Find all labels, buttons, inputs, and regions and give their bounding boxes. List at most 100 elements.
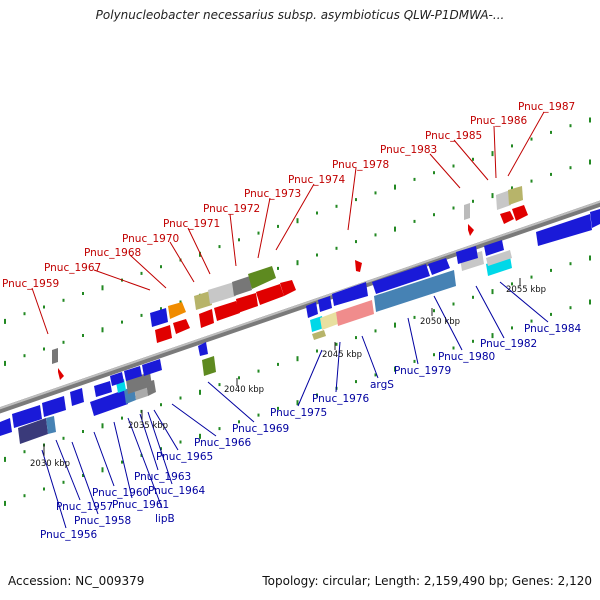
gene-pnuc-1984c[interactable] — [536, 214, 592, 246]
gene-pnuc-1982c[interactable] — [484, 240, 504, 256]
gene-pnuc-1975[interactable] — [306, 302, 318, 318]
gene-pnuc-1980[interactable] — [428, 258, 450, 275]
gene-pnuc-1966c[interactable] — [124, 366, 142, 381]
label-lipb[interactable]: lipB — [155, 513, 175, 525]
gene-pnuc-1975b[interactable] — [318, 296, 332, 312]
label-pnuc-1963[interactable]: Pnuc_1963 — [134, 471, 191, 483]
gene-pnuc-1973b[interactable] — [199, 309, 214, 328]
tick-mark — [491, 193, 494, 199]
label-pnuc-1976[interactable]: Pnuc_1976 — [312, 393, 370, 405]
gene-pnuc-1984[interactable] — [486, 256, 512, 276]
tick-mark — [413, 359, 416, 363]
gene-pnuc-1978[interactable] — [355, 260, 362, 272]
gene-pnuc-1974b[interactable] — [256, 284, 284, 305]
label-pnuc-1987[interactable]: Pnuc_1987 — [518, 101, 575, 113]
gene-pnuc-1960[interactable] — [70, 388, 84, 406]
label-pnuc-1960[interactable]: Pnuc_1960 — [92, 487, 149, 499]
tick-mark — [257, 369, 260, 373]
tick-mark — [589, 159, 591, 165]
tick-mark — [43, 347, 45, 351]
gene-pnuc-1985[interactable] — [496, 190, 511, 210]
label-pnuc-1968[interactable]: Pnuc_1968 — [84, 247, 141, 259]
gene-pnuc-1968c[interactable] — [173, 319, 190, 334]
gene-pnuc-1966[interactable] — [94, 381, 112, 397]
tick-mark — [140, 313, 143, 317]
label-pnuc-1984[interactable]: Pnuc_1984 — [524, 323, 582, 335]
gene-pnuc-1973[interactable] — [248, 266, 276, 289]
tick-mark — [23, 450, 26, 454]
label-pnuc-1970[interactable]: Pnuc_1970 — [122, 233, 179, 245]
label-pnuc-1982[interactable]: Pnuc_1982 — [480, 338, 537, 350]
label-pnuc-1958[interactable]: Pnuc_1958 — [74, 515, 131, 527]
tick-mark — [23, 354, 26, 358]
scale-label-2045: 2045 kbp — [322, 350, 362, 360]
gene-pnuc-1974c[interactable] — [280, 280, 296, 296]
label-pnuc-1961[interactable]: Pnuc_1961 — [112, 499, 169, 511]
label-pnuc-1983[interactable]: Pnuc_1983 — [380, 144, 437, 156]
label-pnuc-1978[interactable]: Pnuc_1978 — [332, 159, 389, 171]
label-pnuc-1971[interactable]: Pnuc_1971 — [163, 218, 220, 230]
tick-mark — [433, 309, 435, 313]
label-pnuc-1986[interactable]: Pnuc_1986 — [470, 115, 528, 127]
label-pnuc-1969[interactable]: Pnuc_1969 — [232, 423, 289, 435]
tick-mark — [530, 319, 533, 323]
gene-pnuc-1984d[interactable] — [590, 209, 600, 228]
gene-pnuc-1956b[interactable] — [46, 416, 56, 434]
gene-pnuc-1971[interactable] — [208, 282, 236, 304]
gene-pnuc-1959-arrow[interactable] — [58, 368, 64, 380]
gene-pnuc-1987[interactable] — [512, 205, 528, 221]
label-pnuc-1972[interactable]: Pnuc_1972 — [203, 203, 260, 215]
gene-pnuc-1983b[interactable] — [468, 224, 474, 236]
gene-pnuc-1974[interactable] — [236, 293, 258, 313]
gene-pnuc-1970[interactable] — [194, 291, 212, 310]
gene-pnuc-1969b[interactable] — [202, 356, 216, 376]
gene-pnuc-1984b[interactable] — [486, 250, 512, 266]
label-pnuc-1966[interactable]: Pnuc_1966 — [194, 437, 252, 449]
tick-mark — [491, 289, 494, 295]
gene-pnuc-1958[interactable] — [42, 396, 66, 417]
label-pnuc-1959[interactable]: Pnuc_1959 — [2, 278, 59, 290]
label-pnuc-1979[interactable]: Pnuc_1979 — [394, 365, 451, 377]
gene-pnuc-1959[interactable] — [52, 348, 58, 364]
tick-mark — [160, 447, 162, 451]
tick-mark — [569, 124, 572, 128]
gene-pnuc-1957b[interactable] — [12, 405, 42, 428]
gene-pnuc-1973c[interactable] — [214, 301, 240, 321]
gene-pnuc-1966d[interactable] — [142, 359, 162, 376]
gene-pnuc-1982b[interactable] — [456, 246, 478, 264]
gene-pnuc-1986[interactable] — [508, 186, 523, 205]
label-pnuc-1967[interactable]: Pnuc_1967 — [44, 262, 101, 274]
label-pnuc-1956[interactable]: Pnuc_1956 — [40, 529, 98, 541]
gene-pnuc-1969[interactable] — [198, 342, 208, 356]
genome-backbone — [0, 200, 600, 414]
gene-pnuc-1976b[interactable] — [320, 312, 338, 330]
gene-pnuc-1956[interactable] — [18, 418, 48, 444]
label-pnuc-1965[interactable]: Pnuc_1965 — [156, 451, 213, 463]
label-pnuc-1957[interactable]: Pnuc_1957 — [56, 501, 113, 513]
gene-pnuc-1983[interactable] — [464, 203, 470, 220]
gene-pnuc-1961[interactable] — [90, 390, 128, 416]
label-pnuc-1973[interactable]: Pnuc_1973 — [244, 188, 301, 200]
scale-label-2030: 2030 kbp — [30, 459, 70, 469]
gene-pnuc-1957[interactable] — [0, 418, 12, 436]
gene-pnuc-1966b[interactable] — [110, 372, 124, 386]
label-pnuc-1964[interactable]: Pnuc_1964 — [148, 485, 206, 497]
gene-pnuc-1965b[interactable] — [126, 372, 152, 394]
label-pnuc-1974[interactable]: Pnuc_1974 — [288, 174, 346, 186]
label-pnuc-1985[interactable]: Pnuc_1985 — [425, 130, 482, 142]
gene-pnuc-1967[interactable] — [150, 308, 168, 327]
tick-mark — [4, 318, 6, 324]
gene-pnuc-1968[interactable] — [168, 302, 186, 319]
gene-args[interactable] — [336, 300, 374, 326]
label-pnuc-1975[interactable]: Pnuc_1975 — [270, 407, 327, 419]
gene-pnuc-1976c[interactable] — [312, 330, 326, 340]
gene-pnuc-1986b[interactable] — [500, 211, 514, 224]
gene-pnuc-1982[interactable] — [460, 251, 484, 271]
gene-pnuc-1979b[interactable] — [372, 264, 430, 294]
gene-pnuc-1972[interactable] — [232, 276, 252, 296]
label-pnuc-1980[interactable]: Pnuc_1980 — [438, 351, 495, 363]
label-args[interactable]: argS — [370, 379, 394, 391]
gene-pnuc-1979[interactable] — [374, 270, 456, 312]
gene-pnuc-1975c[interactable] — [332, 282, 368, 306]
gene-pnuc-1968b[interactable] — [155, 325, 172, 343]
